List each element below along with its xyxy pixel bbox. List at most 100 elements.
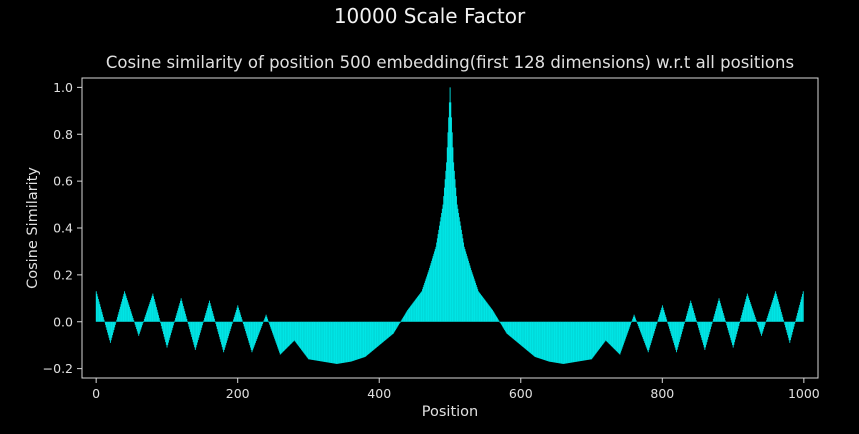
bar	[105, 321, 107, 328]
bar	[655, 321, 657, 327]
bar	[258, 321, 260, 334]
bar	[741, 312, 743, 322]
bar	[696, 321, 698, 323]
bar	[511, 321, 513, 338]
bar	[800, 299, 802, 322]
bar	[98, 301, 100, 322]
bar	[745, 299, 747, 322]
bar	[368, 321, 370, 354]
bar	[184, 311, 186, 322]
bar	[298, 321, 300, 347]
bar	[100, 306, 101, 322]
bar	[688, 305, 690, 322]
bar	[650, 321, 652, 343]
bar	[427, 272, 429, 322]
bar	[352, 321, 354, 361]
bar	[159, 320, 161, 322]
bar	[639, 321, 641, 330]
bar	[687, 310, 689, 322]
bar	[274, 321, 276, 341]
bar	[606, 321, 608, 342]
bar	[269, 321, 271, 327]
bar	[172, 321, 174, 326]
bar	[633, 314, 635, 322]
bar	[531, 321, 532, 354]
bar	[533, 321, 535, 357]
bar	[437, 234, 439, 322]
bar	[608, 321, 610, 345]
bar	[206, 308, 208, 322]
bar	[529, 321, 531, 353]
y-tick-label: 0.2	[53, 267, 73, 282]
bar	[173, 321, 175, 323]
bar	[205, 312, 207, 322]
bar	[710, 321, 711, 330]
bar	[611, 321, 613, 347]
bar	[779, 306, 781, 322]
bar	[393, 321, 394, 334]
bar	[457, 208, 459, 322]
bar	[376, 321, 377, 348]
bar	[485, 300, 486, 322]
bar	[497, 319, 499, 322]
bar	[780, 311, 782, 322]
bar	[350, 321, 352, 362]
bar	[663, 310, 665, 322]
bar	[661, 305, 663, 322]
bar	[737, 321, 739, 329]
bar	[239, 312, 241, 322]
bar	[528, 321, 530, 352]
bar	[475, 282, 477, 322]
bar	[201, 321, 203, 328]
bar	[692, 308, 694, 322]
bar	[467, 258, 469, 322]
bar	[412, 302, 414, 322]
bar	[445, 170, 447, 322]
bar	[351, 321, 353, 362]
bar	[546, 321, 548, 361]
bar	[547, 321, 549, 362]
bar	[238, 307, 239, 322]
bar	[802, 293, 803, 322]
bar	[178, 305, 180, 322]
bar	[128, 304, 130, 322]
bar	[775, 291, 777, 322]
bar	[675, 321, 677, 350]
bar	[609, 321, 611, 345]
bar	[357, 321, 359, 360]
bar	[114, 321, 116, 328]
bar	[626, 321, 628, 335]
bar	[593, 321, 595, 357]
bar	[668, 321, 670, 327]
bar	[602, 321, 604, 345]
bar	[226, 321, 228, 341]
bar	[742, 309, 744, 322]
bar	[526, 321, 527, 350]
bar	[797, 312, 799, 322]
bar	[185, 316, 187, 322]
bar	[291, 321, 293, 344]
bar	[717, 303, 719, 322]
bar	[186, 318, 188, 322]
bar	[116, 319, 118, 322]
bar	[707, 321, 709, 340]
bar	[568, 321, 570, 363]
bar	[444, 179, 446, 322]
bar	[227, 321, 229, 339]
y-tick-label: 0.4	[53, 221, 73, 236]
bar	[682, 321, 684, 330]
bar	[166, 321, 168, 348]
bar	[328, 321, 330, 363]
bar	[621, 321, 623, 349]
bar	[404, 314, 406, 322]
bar	[678, 321, 680, 342]
bar	[344, 321, 346, 363]
bar	[674, 321, 676, 348]
bar	[520, 321, 522, 346]
bar	[279, 321, 280, 353]
bar	[202, 321, 204, 323]
bar	[443, 187, 445, 322]
bar	[402, 317, 404, 322]
bar	[755, 318, 757, 322]
bar	[359, 321, 361, 359]
